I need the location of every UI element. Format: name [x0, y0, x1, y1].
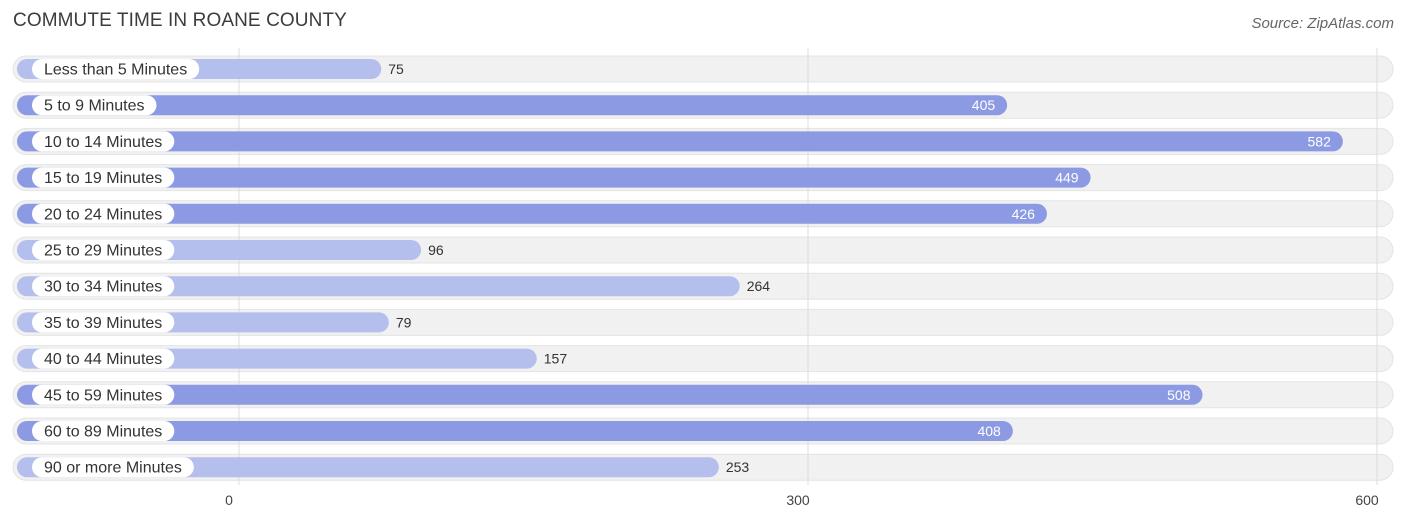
value-label: 582 — [1308, 133, 1332, 149]
category-label-pill — [32, 95, 157, 116]
bar[interactable] — [17, 421, 1013, 441]
category-label-pill — [32, 384, 175, 405]
bar[interactable] — [17, 167, 1091, 188]
value-label: 79 — [396, 314, 412, 330]
category-label: 10 to 14 Minutes — [44, 134, 162, 151]
category-label-pill — [32, 131, 175, 152]
x-tick-label: 600 — [1355, 492, 1379, 508]
category-label-pill — [32, 203, 175, 224]
value-label: 426 — [1012, 206, 1036, 222]
bar[interactable] — [17, 203, 1047, 224]
category-label-pill — [32, 240, 175, 260]
category-label: 30 to 34 Minutes — [44, 279, 162, 296]
value-label: 157 — [544, 351, 568, 367]
x-tick-label: 300 — [786, 492, 810, 508]
category-label-pill — [32, 348, 175, 369]
chart-title: COMMUTE TIME IN ROANE COUNTY — [13, 10, 347, 31]
bars: Less than 5 Minutes 75 5 to 9 Minutes 405 10… — [17, 59, 1343, 478]
source-credit: Source: ZipAtlas.com — [1251, 15, 1394, 32]
category-label-pill — [32, 421, 175, 441]
bar[interactable] — [17, 384, 1203, 405]
x-tick-label: 0 — [225, 492, 233, 508]
category-label: 35 to 39 Minutes — [44, 315, 162, 332]
row-tracks — [12, 55, 1394, 481]
category-label-pill — [32, 276, 175, 297]
category-label: 40 to 44 Minutes — [44, 351, 162, 368]
category-label: 5 to 9 Minutes — [44, 98, 145, 115]
category-label: 45 to 59 Minutes — [44, 387, 162, 404]
value-label: 405 — [972, 97, 996, 113]
category-label-pill — [32, 167, 175, 188]
bar[interactable] — [17, 95, 1008, 116]
category-label-pill — [32, 59, 200, 79]
category-label: 25 to 29 Minutes — [44, 243, 162, 260]
value-label: 408 — [977, 423, 1001, 439]
category-label: Less than 5 Minutes — [44, 62, 187, 79]
value-label: 96 — [428, 242, 444, 258]
gridlines — [238, 48, 1378, 485]
category-label: 60 to 89 Minutes — [44, 424, 162, 441]
category-label-pill — [32, 457, 194, 478]
value-label: 508 — [1167, 387, 1191, 403]
category-label: 20 to 24 Minutes — [44, 206, 162, 223]
value-label: 75 — [388, 61, 404, 77]
bar[interactable] — [17, 276, 740, 297]
value-label: 264 — [747, 278, 771, 294]
category-label: 15 to 19 Minutes — [44, 170, 162, 187]
value-label: 449 — [1055, 170, 1079, 186]
category-label-pill — [32, 312, 175, 333]
value-label: 253 — [726, 459, 750, 475]
category-label: 90 or more Minutes — [44, 460, 182, 477]
bar[interactable] — [17, 131, 1343, 152]
